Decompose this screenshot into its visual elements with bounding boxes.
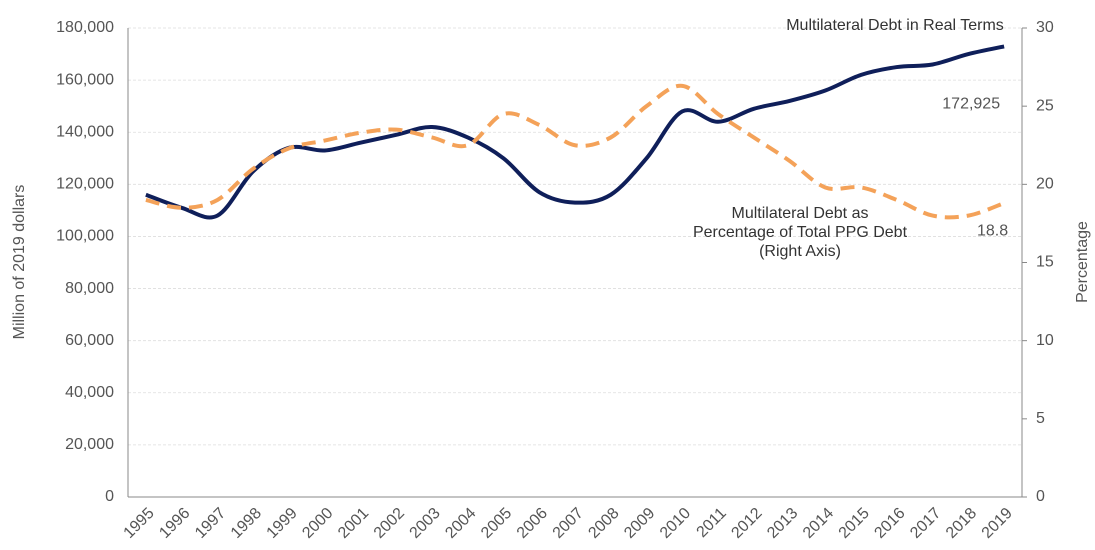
series-annotation: Multilateral Debt as Percentage of Total…: [692, 205, 908, 260]
x-tick-label: 2018: [943, 505, 980, 542]
y2-tick-label: 0: [1036, 488, 1045, 505]
x-tick-label: 1997: [192, 505, 229, 542]
y2-tick-label: 20: [1036, 176, 1054, 193]
x-tick-label: 2019: [979, 505, 1016, 542]
x-tick-label: 2007: [550, 505, 587, 542]
y-tick-label: 20,000: [65, 436, 114, 453]
y-tick-label: 100,000: [56, 228, 114, 245]
y-tick-label: 120,000: [56, 176, 114, 193]
x-tick-label: 2011: [694, 505, 730, 541]
y2-tick-label: 10: [1036, 332, 1054, 349]
x-tick-label: 2017: [907, 505, 944, 542]
x-tick-label: 2006: [514, 505, 551, 542]
x-tick-label: 2010: [657, 505, 694, 542]
y-axis-title: Million of 2019 dollars: [11, 185, 28, 340]
x-tick-label: 1995: [121, 505, 158, 542]
series-annotation: Multilateral Debt in Real Terms: [786, 17, 1004, 34]
x-tick-label: 1998: [228, 505, 265, 542]
x-tick-label: 2000: [299, 505, 336, 542]
y-tick-label: 60,000: [65, 332, 114, 349]
y-tick-label: 40,000: [65, 384, 114, 401]
y-tick-label: 160,000: [56, 71, 114, 88]
x-tick-label: 1999: [264, 505, 301, 542]
x-tick-label: 2004: [442, 505, 479, 542]
x-tick-label: 2003: [407, 505, 444, 542]
x-tick-label: 2002: [371, 505, 408, 542]
data-label: 18.8: [977, 222, 1008, 239]
x-tick-label: 2001: [335, 505, 372, 542]
y2-axis-title: Percentage: [1074, 221, 1091, 303]
y-tick-label: 140,000: [56, 123, 114, 140]
y2-tick-label: 30: [1036, 19, 1054, 36]
y2-tick-label: 15: [1036, 254, 1054, 271]
y-tick-label: 180,000: [56, 19, 114, 36]
data-label: 172,925: [942, 96, 1000, 113]
y-tick-label: 0: [105, 488, 114, 505]
y2-tick-label: 5: [1036, 410, 1045, 427]
y-tick-label: 80,000: [65, 280, 114, 297]
x-tick-label: 2009: [621, 505, 658, 542]
x-tick-label: 2008: [585, 505, 622, 542]
x-tick-label: 2015: [836, 505, 873, 542]
x-tick-label: 2016: [871, 505, 908, 542]
x-tick-label: 2014: [800, 505, 837, 542]
x-tick-label: 1996: [156, 505, 193, 542]
x-tick-label: 2005: [478, 505, 515, 542]
x-tick-label: 2013: [764, 505, 801, 542]
y2-tick-label: 25: [1036, 97, 1054, 114]
x-tick-label: 2012: [728, 505, 765, 542]
series-line: [145, 83, 1005, 220]
